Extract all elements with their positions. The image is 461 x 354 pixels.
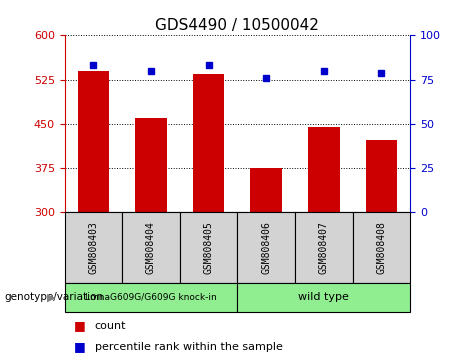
Text: GSM808403: GSM808403 [89,221,98,274]
Text: GSM808405: GSM808405 [204,221,213,274]
Text: ■: ■ [74,341,85,353]
Text: percentile rank within the sample: percentile rank within the sample [95,342,283,352]
Bar [122,212,180,283]
Bar [366,141,397,212]
Text: GSM808404: GSM808404 [146,221,156,274]
Text: GSM808408: GSM808408 [377,221,386,274]
Text: GSM808407: GSM808407 [319,221,329,274]
Text: GSM808406: GSM808406 [261,221,271,274]
Bar [237,283,410,312]
Title: GDS4490 / 10500042: GDS4490 / 10500042 [155,18,319,33]
Bar [65,212,122,283]
Bar [77,71,109,212]
Bar [135,118,167,212]
Text: ■: ■ [74,319,85,332]
Bar [237,212,295,283]
Text: wild type: wild type [298,292,349,302]
Bar [250,168,282,212]
Bar [180,212,237,283]
Text: LmnaG609G/G609G knock-in: LmnaG609G/G609G knock-in [85,293,217,302]
Text: count: count [95,321,126,331]
Text: ▶: ▶ [47,292,55,302]
Bar [193,74,225,212]
Bar [353,212,410,283]
Bar [308,127,340,212]
Text: genotype/variation: genotype/variation [5,292,104,302]
Bar [65,283,237,312]
Bar [295,212,353,283]
